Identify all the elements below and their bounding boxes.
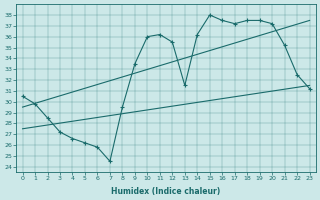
X-axis label: Humidex (Indice chaleur): Humidex (Indice chaleur) xyxy=(111,187,221,196)
